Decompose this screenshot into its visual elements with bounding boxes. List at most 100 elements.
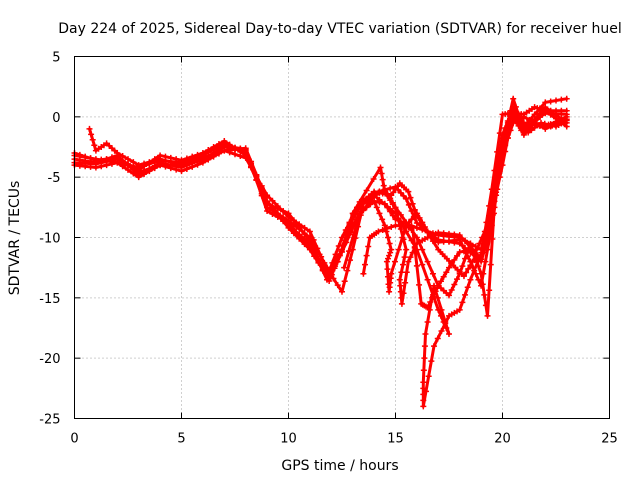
data-point-marker <box>379 216 386 223</box>
data-point-marker <box>394 183 401 190</box>
data-point-marker <box>114 156 121 163</box>
data-point-marker <box>395 246 402 253</box>
data-point-marker <box>435 246 442 253</box>
data-point-marker <box>82 153 89 160</box>
data-point-marker <box>487 210 494 217</box>
data-point-marker <box>183 155 190 162</box>
data-point-marker <box>467 262 474 269</box>
data-point-marker <box>269 203 276 210</box>
data-point-marker <box>125 162 131 169</box>
data-point-marker <box>451 237 458 244</box>
data-point-marker <box>360 270 367 277</box>
data-point-marker <box>215 146 222 153</box>
data-point-marker <box>341 278 348 285</box>
data-point-marker <box>528 127 535 134</box>
data-point-marker <box>91 142 98 149</box>
y-tick-label: -5 <box>48 171 61 186</box>
data-point-marker <box>472 270 479 277</box>
data-series-group <box>71 95 570 410</box>
data-point-marker <box>434 335 441 342</box>
data-point-marker <box>378 170 385 177</box>
series-markers-track-7 <box>341 104 570 280</box>
data-point-marker <box>435 229 442 236</box>
data-point-marker <box>542 125 549 132</box>
data-point-marker <box>534 122 541 129</box>
data-point-marker <box>545 121 552 128</box>
data-point-marker <box>481 291 488 298</box>
y-tick-label: -25 <box>39 413 60 428</box>
data-point-marker <box>301 231 308 238</box>
data-point-marker <box>319 263 326 270</box>
data-point-marker <box>392 186 399 193</box>
data-point-marker <box>377 164 384 171</box>
data-point-marker <box>194 158 201 165</box>
data-point-marker <box>525 129 532 136</box>
data-point-marker <box>476 240 483 247</box>
data-point-marker <box>183 166 190 173</box>
data-point-marker <box>398 294 405 301</box>
data-point-marker <box>408 216 415 223</box>
data-point-marker <box>387 185 394 192</box>
data-point-marker <box>467 276 474 283</box>
data-point-marker <box>512 103 519 110</box>
data-point-marker <box>429 293 436 300</box>
data-point-marker <box>501 137 508 144</box>
data-point-marker <box>388 270 395 277</box>
data-point-marker <box>189 159 196 166</box>
data-point-marker <box>210 150 217 157</box>
data-point-marker <box>443 269 450 276</box>
data-point-marker <box>386 252 393 259</box>
y-tick-label: 5 <box>52 51 60 66</box>
data-point-marker <box>429 238 436 245</box>
data-point-marker <box>419 261 426 268</box>
data-point-marker <box>443 255 450 262</box>
data-point-marker <box>463 269 470 276</box>
data-point-marker <box>344 267 351 274</box>
data-point-marker <box>290 217 297 224</box>
data-point-marker <box>558 96 565 103</box>
data-point-marker <box>397 211 404 218</box>
data-point-marker <box>343 239 350 246</box>
x-tick-label: 5 <box>177 432 185 447</box>
data-point-marker <box>419 221 426 228</box>
data-point-marker <box>167 162 174 169</box>
data-point-marker <box>420 367 427 374</box>
data-point-marker <box>76 151 83 158</box>
x-tick-label: 20 <box>494 432 511 447</box>
data-point-marker <box>173 162 180 169</box>
data-point-marker <box>346 220 353 227</box>
data-point-marker <box>409 200 416 207</box>
x-axis-ticks: 0 5 10 15 20 25 <box>70 56 618 447</box>
chart-title: Day 224 of 2025, Sidereal Day-to-day VTE… <box>58 21 621 37</box>
y-tick-label: -20 <box>39 352 60 367</box>
data-point-marker <box>339 288 345 295</box>
data-point-marker <box>86 125 93 132</box>
data-point-marker <box>285 220 292 227</box>
data-point-marker <box>367 201 374 208</box>
data-point-marker <box>480 270 487 277</box>
data-point-marker <box>376 196 383 203</box>
data-point-marker <box>442 320 449 327</box>
data-point-marker <box>157 162 164 169</box>
data-point-marker <box>440 273 447 280</box>
data-point-marker <box>119 159 126 166</box>
data-point-marker <box>435 239 442 246</box>
data-point-marker <box>521 126 528 133</box>
data-point-marker <box>280 207 287 214</box>
data-point-marker <box>315 256 322 263</box>
data-point-marker <box>439 251 446 258</box>
data-point-marker <box>510 95 517 102</box>
data-point-marker <box>396 276 403 283</box>
data-point-marker <box>422 388 429 395</box>
data-point-marker <box>362 261 369 268</box>
data-point-marker <box>328 271 335 278</box>
data-point-marker <box>411 243 418 250</box>
data-point-marker <box>178 162 185 169</box>
data-point-marker <box>440 230 447 237</box>
data-point-marker <box>429 270 436 277</box>
data-point-marker <box>420 403 427 410</box>
data-point-marker <box>547 107 554 114</box>
data-point-marker <box>335 254 342 261</box>
data-point-marker <box>269 210 276 217</box>
data-point-marker <box>459 299 466 306</box>
